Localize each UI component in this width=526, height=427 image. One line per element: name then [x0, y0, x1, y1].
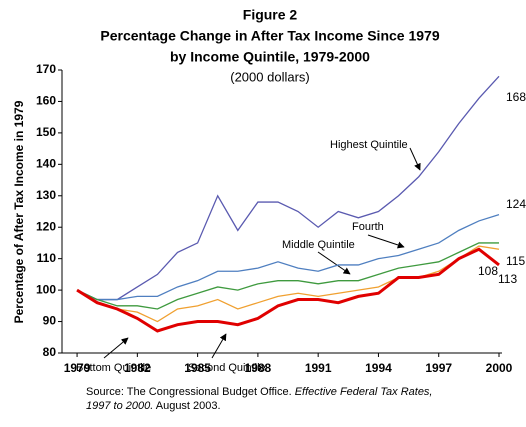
x-tick-label: 1979	[64, 361, 91, 375]
series-line	[76, 75, 500, 301]
x-tick-label: 1988	[245, 361, 272, 375]
series-annotation: Fourth	[352, 221, 384, 233]
arrow	[103, 337, 129, 359]
y-tick-label: 100	[36, 282, 56, 296]
source-title: Effective Federal Tax Rates,	[295, 386, 433, 398]
arrow	[211, 333, 227, 359]
series-annotation: Bottom Quintile	[76, 362, 151, 374]
source: Source: The Congressional Budget Office.…	[86, 386, 433, 398]
y-tick-label: 150	[36, 125, 56, 139]
chart-subtitle: (2000 dollars)	[230, 69, 310, 84]
source-text: Source: The Congressional Budget Office.	[86, 386, 295, 398]
y-tick-label: 140	[36, 157, 56, 171]
y-tick-label: 160	[36, 94, 56, 108]
y-tick-label: 80	[43, 345, 57, 359]
x-tick-label: 1985	[184, 361, 211, 375]
data-label: 108	[478, 264, 498, 278]
y-tick-label: 120	[36, 219, 56, 233]
data-label: 124	[506, 197, 526, 211]
chart-title: by Income Quintile, 1979-2000	[170, 49, 370, 65]
source: 1997 to 2000. August 2003.	[86, 400, 221, 412]
series-annotation: Highest Quintile	[330, 139, 408, 151]
y-tick-label: 130	[36, 188, 56, 202]
y-tick-label: 90	[43, 314, 57, 328]
chart-title: Percentage Change in After Tax Income Si…	[100, 28, 439, 44]
source-title: 1997 to 2000.	[86, 400, 153, 412]
series-line	[76, 247, 500, 333]
x-tick-label: 1982	[124, 361, 151, 375]
data-label: 168	[506, 90, 526, 104]
series-line	[76, 245, 500, 323]
y-axis-label: Percentage of After Tax Income in 1979	[12, 100, 26, 323]
x-tick-label: 1991	[305, 361, 332, 375]
arrow	[409, 147, 421, 171]
source-text: August 2003.	[153, 400, 220, 412]
chart-title: Figure 2	[243, 7, 298, 23]
x-tick-label: 2000	[486, 361, 513, 375]
series-annotation: Middle Quintile	[282, 239, 355, 251]
y-tick-label: 110	[37, 251, 57, 265]
data-label: 113	[498, 272, 517, 286]
series-line	[76, 214, 500, 301]
x-tick-label: 1994	[365, 361, 392, 375]
arrow	[317, 251, 351, 275]
arrow	[367, 234, 405, 249]
data-label: 115	[506, 254, 525, 268]
series-annotation: Second Quintile	[188, 362, 266, 374]
y-tick-label: 170	[36, 62, 56, 76]
x-tick-label: 1997	[425, 361, 452, 375]
series-line	[76, 242, 499, 310]
